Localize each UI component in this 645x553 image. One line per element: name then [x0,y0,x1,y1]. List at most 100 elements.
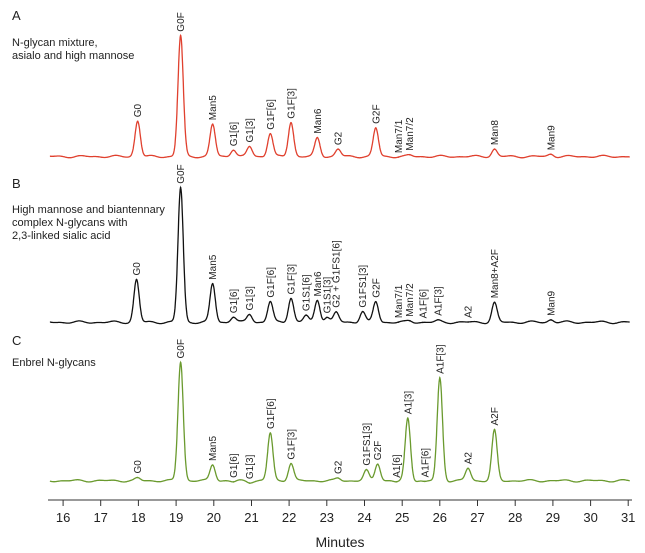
peak-label-a-13: Man9 [547,125,558,150]
peak-label-a-0: G0 [133,104,144,118]
peak-label-c-5: G1F[6] [266,398,277,429]
peak-c-5 [269,432,272,434]
peak-label-a-2: Man5 [208,95,219,120]
x-tick-label-31: 31 [621,510,635,525]
peak-b-7 [305,314,307,316]
x-tick-label-22: 22 [282,510,296,525]
peak-label-c-0: G0 [133,460,144,474]
peak-label-b-18: Man8+A2F [490,249,501,298]
peak-b-2 [211,282,214,285]
x-tick-label-30: 30 [583,510,597,525]
peak-label-b-8: Man6 [313,271,324,296]
peak-b-8 [316,299,319,302]
peak-label-a-10: Man7/1 [394,119,405,153]
peak-label-a-11: Man7/2 [405,117,416,151]
peak-label-b-7: G1S1[6] [302,274,313,311]
peak-label-b-0: G0 [132,262,143,276]
peak-label-c-7: G2 [334,460,345,474]
x-axis-label: Minutes [315,534,364,550]
panel-b: B High mannose and biantennary complex N-g… [12,164,630,325]
x-tick-label-17: 17 [93,510,107,525]
x-tick-label-29: 29 [546,510,560,525]
x-tick-label-26: 26 [433,510,447,525]
peak-b-12 [375,300,377,303]
peak-b-5 [269,300,272,303]
peak-label-c-2: Man5 [208,436,219,461]
peak-a-2 [211,123,214,125]
peak-label-a-6: G1F[3] [287,88,298,119]
peak-b-6 [290,297,292,300]
peak-c-0 [136,476,139,479]
peak-label-a-7: Man6 [313,108,324,133]
peak-a-4 [248,145,251,148]
peak-b-1 [179,187,182,189]
peak-label-a-3: G1[6] [229,122,240,147]
peak-label-b-19: Man9 [547,290,558,315]
peak-a-5 [269,132,272,135]
peak-label-a-1: G0F [176,12,187,31]
x-tick-label-20: 20 [207,510,221,525]
peak-c-3 [232,481,235,483]
peak-b-0 [135,278,138,281]
x-tick-label-27: 27 [470,510,484,525]
x-tick-label-19: 19 [169,510,183,525]
x-tick-label-18: 18 [131,510,145,525]
peak-c-10 [395,481,398,483]
peak-label-c-3: G1[6] [229,453,240,478]
peak-c-11 [407,417,409,420]
peak-label-c-14: A2 [464,452,475,465]
peak-label-a-9: G2F [371,104,382,123]
peak-b-17 [467,321,469,323]
x-tick-label-28: 28 [508,510,522,525]
panel-a: A N-glycan mixture, asialo and high mannos… [12,8,630,159]
peak-label-b-6: G1F[3] [287,264,298,295]
peak-b-13 [397,321,400,323]
peak-c-2 [211,464,214,466]
peak-label-b-4: G1[3] [245,286,256,311]
x-tick-label-16: 16 [56,510,70,525]
peak-label-a-4: G1[3] [245,118,256,143]
peak-label-c-9: G2F [373,441,384,460]
peak-c-8 [365,468,368,471]
peak-c-4 [248,482,251,484]
peak-label-b-14: Man7/2 [405,283,416,317]
peak-label-b-9: G1S1[3] [322,276,333,313]
peak-label-c-12: A1F[6] [420,448,431,478]
peak-label-c-13: A1F[3] [435,344,446,374]
panel-title-c: Enbrel N-glycans [12,357,96,369]
peak-a-1 [179,34,182,37]
peak-label-b-10: G2 + G1FS1[6] [332,240,343,308]
peak-label-b-17: A2 [464,305,475,318]
panel-label-a: A [12,8,21,23]
x-tick-label-25: 25 [395,510,409,525]
panel-title-a: N-glycan mixture, asialo and high mannose [12,37,134,62]
panel-c: C Enbrel N-glycans G0 G0F Man5 G1[6] G1[3] G1F[… [12,333,630,484]
peak-c-13 [439,377,441,379]
peak-label-a-5: G1F[6] [266,99,277,130]
peak-a-8 [337,148,339,150]
peak-label-b-15: A1F[6] [418,289,429,319]
peak-label-c-10: A1[6] [392,454,403,478]
peak-label-c-4: G1[3] [245,454,256,479]
x-axis: 16 17 18 19 20 21 22 23 24 25 26 27 28 29 30 31 Minutes [48,499,635,550]
peak-label-b-5: G1F[6] [266,267,277,298]
peak-c-6 [290,462,292,465]
trace-c [49,360,630,484]
peak-b-19 [550,319,552,321]
peak-label-a-12: Man8 [490,120,501,145]
peak-label-b-12: G2F [371,278,382,297]
peak-a-10 [397,156,400,158]
peak-label-c-1: G0F [176,339,187,358]
x-tick-label-24: 24 [357,510,371,525]
peak-c-12 [424,480,426,483]
peak-a-9 [375,127,377,129]
peak-label-b-16: A1F[3] [434,286,445,316]
peak-a-11 [408,153,411,156]
peak-b-4 [248,313,251,316]
x-tick-label-23: 23 [320,510,334,525]
peak-b-14 [408,319,411,322]
peak-c-15 [493,428,496,431]
peak-a-12 [493,148,496,150]
trace-a [49,33,630,159]
peak-b-18 [493,301,496,304]
